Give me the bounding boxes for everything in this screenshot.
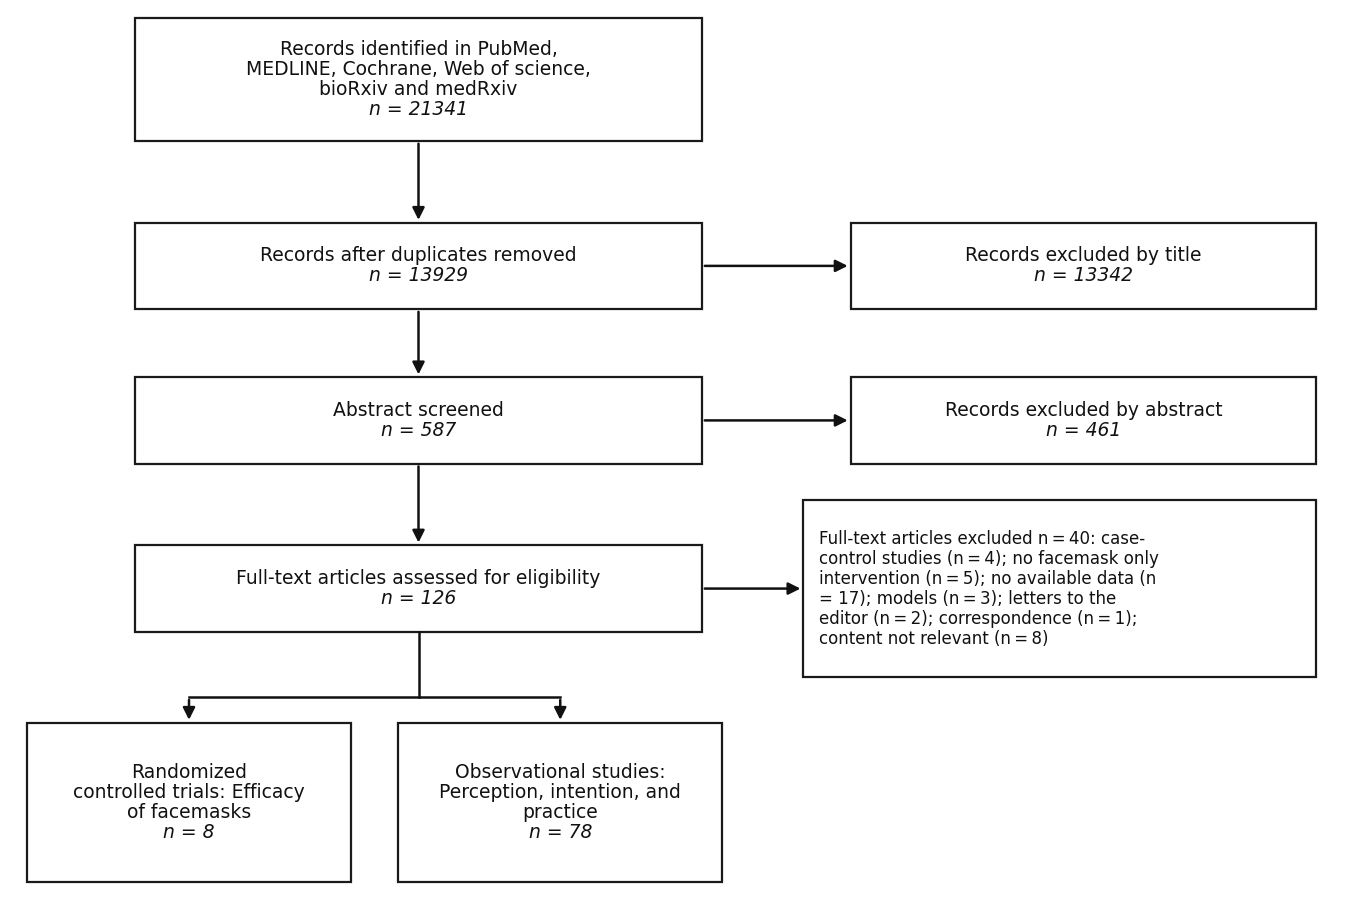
Bar <box>850 223 1316 309</box>
Bar <box>803 500 1316 677</box>
Bar <box>398 723 722 882</box>
Text: Full-text articles excluded n = 40: case-: Full-text articles excluded n = 40: case… <box>819 530 1146 547</box>
Text: editor (n = 2); correspondence (n = 1);: editor (n = 2); correspondence (n = 1); <box>819 610 1138 627</box>
Text: controlled trials: Efficacy: controlled trials: Efficacy <box>73 783 305 802</box>
Text: bioRxiv and medRxiv: bioRxiv and medRxiv <box>320 80 517 99</box>
Text: n = 461: n = 461 <box>1046 421 1120 440</box>
Text: Randomized: Randomized <box>131 763 247 782</box>
Text: content not relevant (n = 8): content not relevant (n = 8) <box>819 630 1049 647</box>
Text: n = 126: n = 126 <box>381 589 456 608</box>
Text: n = 21341: n = 21341 <box>369 100 468 119</box>
Text: n = 13929: n = 13929 <box>369 266 468 285</box>
Text: Full-text articles assessed for eligibility: Full-text articles assessed for eligibil… <box>236 569 601 588</box>
Bar <box>850 377 1316 464</box>
Bar <box>135 18 702 141</box>
Text: Records excluded by abstract: Records excluded by abstract <box>945 401 1222 420</box>
Text: intervention (n = 5); no available data (n: intervention (n = 5); no available data … <box>819 570 1157 587</box>
Text: Abstract screened: Abstract screened <box>333 401 504 420</box>
Bar <box>135 377 702 464</box>
Bar <box>27 723 351 882</box>
Text: n = 78: n = 78 <box>529 823 591 842</box>
Text: Records after duplicates removed: Records after duplicates removed <box>261 246 576 265</box>
Bar <box>135 223 702 309</box>
Text: Observational studies:: Observational studies: <box>455 763 666 782</box>
Text: MEDLINE, Cochrane, Web of science,: MEDLINE, Cochrane, Web of science, <box>246 60 591 79</box>
Text: n = 587: n = 587 <box>381 421 456 440</box>
Text: of facemasks: of facemasks <box>127 803 251 822</box>
Text: n = 8: n = 8 <box>163 823 215 842</box>
Text: control studies (n = 4); no facemask only: control studies (n = 4); no facemask onl… <box>819 550 1160 567</box>
Text: n = 13342: n = 13342 <box>1034 266 1133 285</box>
Text: practice: practice <box>522 803 598 822</box>
Bar <box>135 545 702 632</box>
Text: = 17); models (n = 3); letters to the: = 17); models (n = 3); letters to the <box>819 590 1116 607</box>
Text: Records excluded by title: Records excluded by title <box>965 246 1202 265</box>
Text: Perception, intention, and: Perception, intention, and <box>439 783 682 802</box>
Text: Records identified in PubMed,: Records identified in PubMed, <box>279 40 558 59</box>
